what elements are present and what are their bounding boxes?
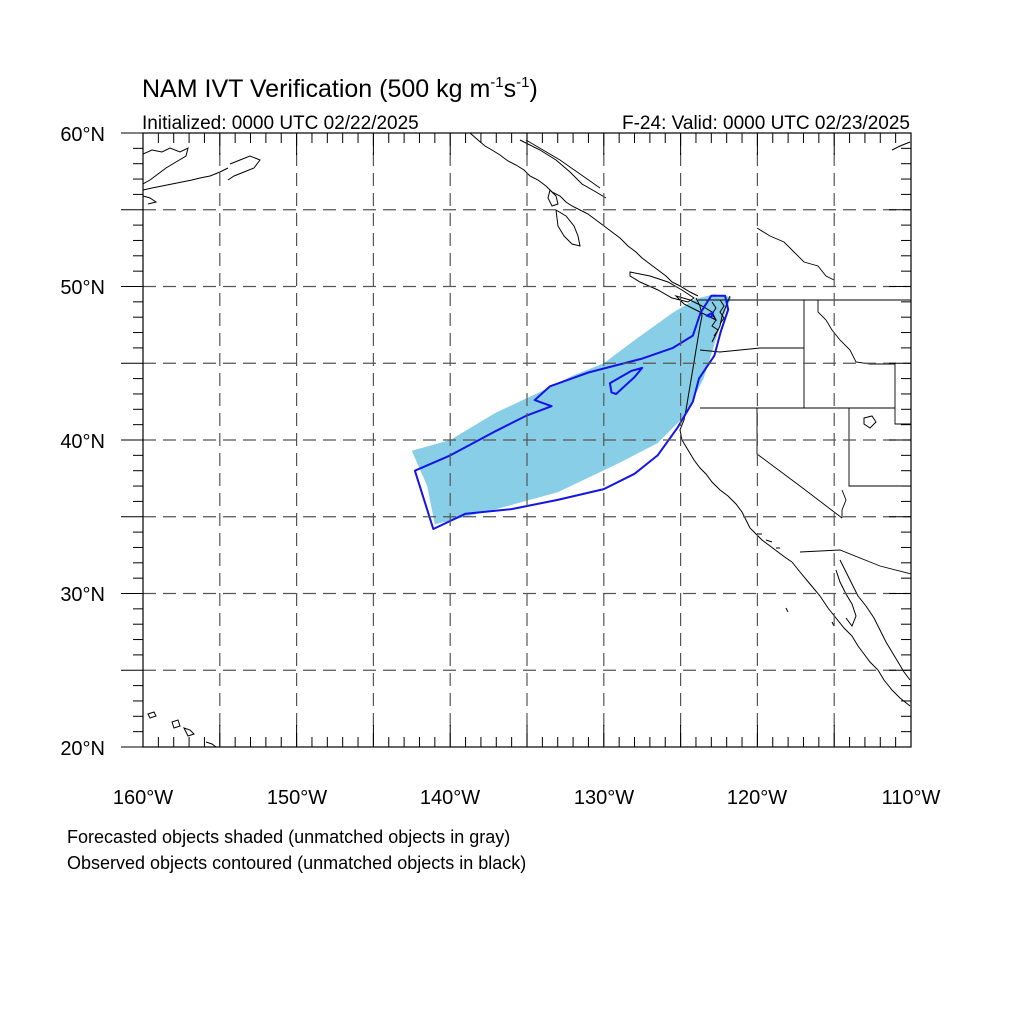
caption-observed: Observed objects contoured (unmatched ob… — [67, 853, 526, 873]
lat-label-60: 60°N — [60, 124, 105, 146]
lon-label-150: 150°W — [267, 787, 327, 809]
lon-label-110: 110°W — [882, 787, 941, 809]
lon-label-160: 160°W — [113, 787, 173, 809]
lat-label-20: 20°N — [60, 738, 105, 760]
lon-label-140: 140°W — [420, 787, 480, 809]
coastlines — [143, 133, 911, 747]
observed-object-hole-contour — [608, 366, 644, 395]
graticule — [143, 133, 911, 747]
lat-label-50: 50°N — [60, 277, 105, 299]
lat-label-30: 30°N — [60, 584, 105, 606]
map-title: NAM IVT Verification (500 kg m-1s-1) — [142, 74, 538, 103]
lat-label-40: 40°N — [60, 431, 105, 453]
lon-label-130: 130°W — [574, 787, 634, 809]
observed-object-contour — [413, 294, 730, 530]
political-borders — [525, 139, 911, 575]
forecast-object-shaded — [411, 294, 732, 525]
observed-object-small-contour — [705, 311, 714, 319]
caption-forecast: Forecasted objects shaded (unmatched obj… — [67, 827, 510, 847]
axis-ticks — [121, 132, 912, 748]
lon-label-120: 120°W — [727, 787, 787, 809]
initialized-label: Initialized: 0000 UTC 02/22/2025 — [142, 113, 419, 134]
valid-label: F-24: Valid: 0000 UTC 02/23/2025 — [622, 113, 910, 134]
